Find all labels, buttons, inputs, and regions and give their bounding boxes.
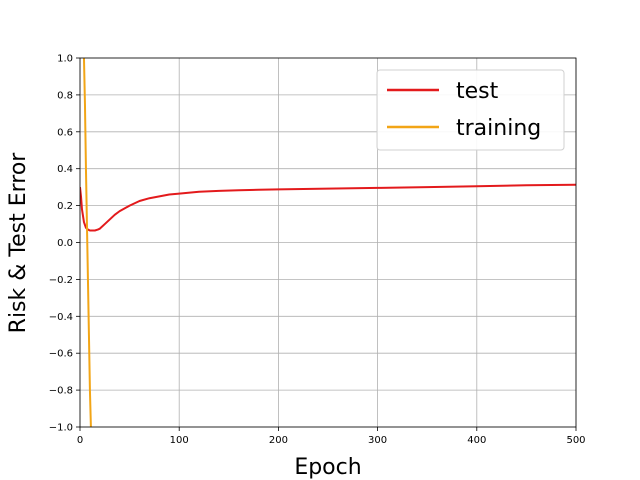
- x-axis: 0 100 200 300 400 500: [77, 427, 586, 446]
- y-tick-label: 0.4: [57, 164, 73, 175]
- x-tick-label: 400: [467, 435, 486, 446]
- series-layer: [80, 58, 576, 427]
- y-tick-label: −0.8: [49, 386, 73, 397]
- y-tick-label: 0.0: [57, 238, 73, 249]
- y-tick-label: 0.6: [57, 127, 73, 138]
- y-axis-title: Risk & Test Error: [6, 152, 31, 334]
- x-tick-label: 500: [566, 435, 585, 446]
- grid: [79, 57, 577, 428]
- x-tick-label: 100: [170, 435, 189, 446]
- x-axis-title: Epoch: [294, 455, 361, 480]
- legend: test training: [376, 69, 565, 151]
- y-tick-label: −1.0: [49, 423, 73, 434]
- x-tick-label: 300: [368, 435, 387, 446]
- y-tick-label: 0.8: [57, 90, 73, 101]
- y-tick-label: 1.0: [57, 54, 73, 65]
- y-tick-label: −0.4: [49, 312, 73, 323]
- legend-label-training: training: [456, 116, 541, 141]
- legend-label-test: test: [456, 79, 499, 104]
- y-axis: −1.0 −0.8 −0.6 −0.4 −0.2 0.0 0.2 0.4 0.6 0.8 1.0: [49, 54, 80, 434]
- y-tick-label: −0.6: [49, 349, 73, 360]
- y-tick-label: 0.2: [57, 201, 73, 212]
- x-tick-label: 0: [77, 435, 83, 446]
- series-line-training: [82, 58, 92, 427]
- y-tick-label: −0.2: [49, 275, 73, 286]
- x-tick-label: 200: [269, 435, 288, 446]
- series-line-test: [80, 183, 576, 232]
